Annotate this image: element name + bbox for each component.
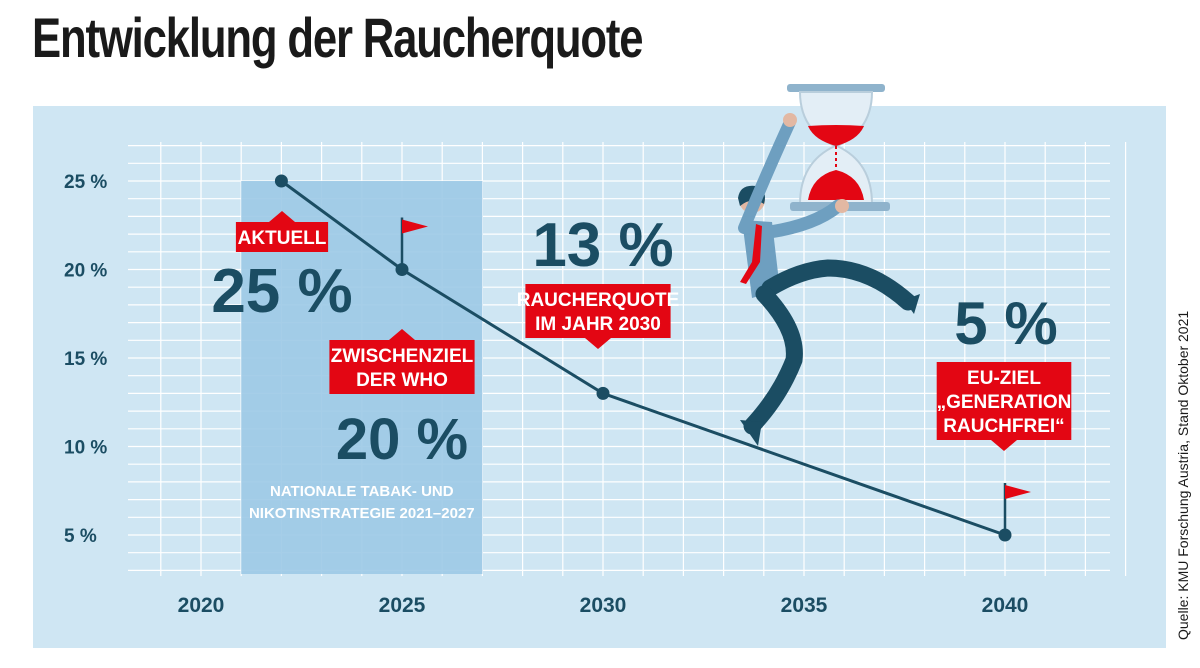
flag-icon: [400, 217, 428, 264]
annotation-label: IM JAHR 2030: [535, 314, 661, 335]
data-point: [596, 386, 610, 400]
y-axis: 25 % 20 % 15 % 10 % 5 %: [64, 172, 107, 547]
annotation-label: ZWISCHENZIEL: [331, 346, 474, 367]
annotation: 20 % ZWISCHENZIEL DER WHO: [329, 329, 475, 472]
annotation: 5 % EU-ZIEL „GENERATION RAUCHFREI“: [936, 290, 1072, 451]
y-tick-label: 20 %: [64, 261, 107, 282]
flag-shape: [402, 219, 428, 234]
data-point: [274, 174, 288, 188]
annotation-value: 13 %: [532, 211, 673, 280]
annotation-label: EU-ZIEL: [967, 368, 1041, 389]
series-path: [280, 179, 1006, 537]
annotation: 25 % AKTUELL: [211, 211, 353, 326]
annotation-label: RAUCHERQUOTE: [517, 290, 680, 311]
annotation-pointer: [585, 338, 611, 349]
annotation: 13 % RAUCHERQUOTE IM JAHR 2030: [517, 211, 680, 349]
annotations: 25 % AKTUELL 20 % ZWISCHENZIEL DER WHO 13 % RA…: [211, 211, 1071, 472]
x-tick-label: 2030: [580, 594, 627, 617]
annotation-value: 25 %: [211, 257, 352, 326]
annotation-box: [525, 284, 671, 338]
y-tick-label: 15 %: [64, 349, 107, 370]
annotation-box: [329, 340, 475, 394]
y-tick-label: 5 %: [64, 526, 97, 547]
data-point: [395, 263, 409, 276]
annotation-pointer: [389, 329, 415, 340]
annotation-value: 5 %: [954, 290, 1057, 357]
annotation-pointer: [269, 211, 295, 222]
series-line: [274, 174, 1031, 542]
x-axis: 2020 2025 2030 2035 2040: [178, 594, 1029, 617]
annotation-pointer: [991, 440, 1017, 451]
annotation-value: 20 %: [336, 407, 468, 472]
highlight-range-label: NIKOTINSTRATEGIE 2021–2027: [249, 505, 475, 522]
annotation-box: [235, 222, 329, 252]
data-point: [998, 528, 1012, 542]
annotation-label: RAUCHFREI“: [943, 416, 1064, 437]
annotation-label: DER WHO: [356, 370, 448, 391]
flag-shape: [1005, 485, 1031, 499]
flag-icon: [1003, 483, 1031, 529]
annotation-label: „GENERATION: [937, 392, 1072, 413]
hourglass-icon: [787, 84, 890, 211]
y-tick-label: 25 %: [64, 172, 107, 193]
page-title: Entwicklung der Raucherquote: [32, 6, 644, 69]
x-tick-label: 2025: [379, 594, 426, 617]
annotation-label: AKTUELL: [238, 228, 327, 249]
annotation-box: [936, 362, 1072, 440]
x-tick-label: 2035: [781, 594, 828, 617]
x-tick-label: 2020: [178, 594, 225, 617]
source-note: Quelle: KMU Forschung Austria, Stand Okt…: [1175, 310, 1191, 640]
x-tick-label: 2040: [982, 594, 1029, 617]
person-icon: [738, 113, 920, 446]
highlight-range-label: NATIONALE TABAK- UND: [270, 483, 454, 500]
y-tick-label: 10 %: [64, 438, 107, 459]
